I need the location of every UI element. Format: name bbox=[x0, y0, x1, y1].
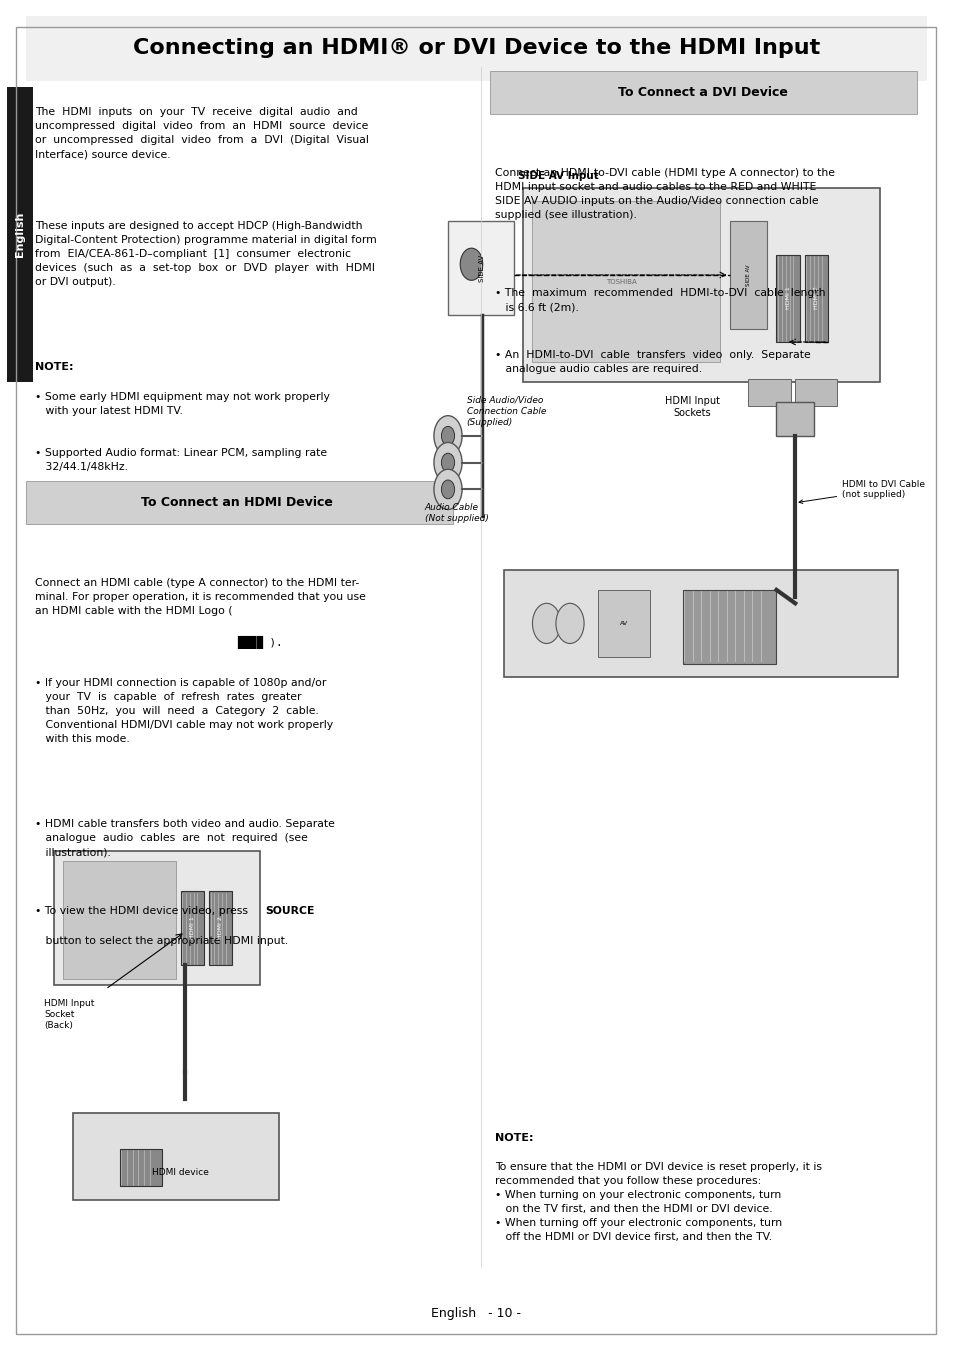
Text: Side Audio/Video
Connection Cable
(Supplied): Side Audio/Video Connection Cable (Suppl… bbox=[466, 395, 545, 427]
FancyBboxPatch shape bbox=[776, 255, 799, 343]
Text: To Connect a DVI Device: To Connect a DVI Device bbox=[618, 87, 787, 99]
Text: HDMI 2: HDMI 2 bbox=[218, 917, 223, 940]
Text: NOTE:: NOTE: bbox=[35, 362, 73, 372]
Circle shape bbox=[434, 470, 461, 509]
FancyBboxPatch shape bbox=[180, 891, 204, 965]
Text: To Connect an HDMI Device: To Connect an HDMI Device bbox=[141, 497, 333, 509]
FancyBboxPatch shape bbox=[7, 88, 33, 382]
Text: English: English bbox=[15, 213, 25, 257]
Text: The  HDMI  inputs  on  your  TV  receive  digital  audio  and
uncompressed  digi: The HDMI inputs on your TV receive digit… bbox=[35, 107, 369, 160]
Text: Connecting an HDMI® or DVI Device to the HDMI Input: Connecting an HDMI® or DVI Device to the… bbox=[132, 38, 819, 58]
FancyBboxPatch shape bbox=[803, 255, 827, 343]
Text: ████ ).: ████ ). bbox=[236, 635, 282, 649]
FancyBboxPatch shape bbox=[532, 202, 720, 362]
Text: HDMI to DVI Cable
(not supplied): HDMI to DVI Cable (not supplied) bbox=[799, 479, 924, 504]
FancyBboxPatch shape bbox=[26, 16, 925, 81]
FancyBboxPatch shape bbox=[776, 402, 813, 436]
FancyBboxPatch shape bbox=[448, 221, 513, 315]
Text: Audio Cable
(Not supplied): Audio Cable (Not supplied) bbox=[424, 502, 488, 523]
FancyBboxPatch shape bbox=[598, 590, 649, 657]
Circle shape bbox=[434, 416, 461, 456]
Text: Connect an HDMI-to-DVI cable (HDMI type A connector) to the
HDMI input socket an: Connect an HDMI-to-DVI cable (HDMI type … bbox=[495, 168, 834, 219]
Text: • The  maximum  recommended  HDMI-to-DVI  cable  length
   is 6.6 ft (2m).: • The maximum recommended HDMI-to-DVI ca… bbox=[495, 288, 824, 313]
Text: HDMI Input
Socket
(Back): HDMI Input Socket (Back) bbox=[45, 999, 94, 1030]
Circle shape bbox=[434, 443, 461, 482]
Text: SIDE AV: SIDE AV bbox=[745, 264, 750, 286]
FancyBboxPatch shape bbox=[209, 891, 232, 965]
Text: HDMI 1: HDMI 1 bbox=[190, 917, 194, 938]
Circle shape bbox=[532, 604, 560, 643]
Text: • Supported Audio format: Linear PCM, sampling rate
   32/44.1/48kHz.: • Supported Audio format: Linear PCM, sa… bbox=[35, 448, 327, 471]
Circle shape bbox=[556, 604, 583, 643]
Text: HDMI 1: HDMI 1 bbox=[785, 287, 790, 309]
Text: SIDE AV Input: SIDE AV Input bbox=[517, 171, 598, 181]
Text: These inputs are designed to accept HDCP (High-Bandwidth
Digital-Content Protect: These inputs are designed to accept HDCP… bbox=[35, 221, 376, 287]
Text: AV: AV bbox=[619, 621, 628, 626]
FancyBboxPatch shape bbox=[490, 72, 916, 114]
Text: Connect an HDMI cable (type A connector) to the HDMI ter-
minal. For proper oper: Connect an HDMI cable (type A connector)… bbox=[35, 578, 366, 616]
FancyBboxPatch shape bbox=[53, 852, 260, 986]
FancyBboxPatch shape bbox=[729, 221, 766, 329]
FancyBboxPatch shape bbox=[795, 379, 837, 406]
Circle shape bbox=[441, 454, 454, 473]
Text: • HDMI cable transfers both video and audio. Separate
   analogue  audio  cables: • HDMI cable transfers both video and au… bbox=[35, 819, 335, 857]
Circle shape bbox=[459, 248, 482, 280]
FancyBboxPatch shape bbox=[26, 481, 453, 524]
Text: NOTE:: NOTE: bbox=[495, 1133, 533, 1143]
Text: To ensure that the HDMI or DVI device is reset properly, it is
recommended that : To ensure that the HDMI or DVI device is… bbox=[495, 1162, 821, 1242]
Circle shape bbox=[441, 481, 454, 498]
FancyBboxPatch shape bbox=[747, 379, 790, 406]
Text: button to select the appropriate HDMI input.: button to select the appropriate HDMI in… bbox=[35, 936, 288, 945]
FancyBboxPatch shape bbox=[522, 188, 879, 382]
Circle shape bbox=[441, 427, 454, 445]
Text: • An  HDMI-to-DVI  cable  transfers  video  only.  Separate
   analogue audio ca: • An HDMI-to-DVI cable transfers video o… bbox=[495, 351, 810, 374]
FancyBboxPatch shape bbox=[682, 590, 776, 663]
Text: SIDE AV: SIDE AV bbox=[478, 255, 484, 282]
Text: HDMI device: HDMI device bbox=[152, 1169, 209, 1178]
FancyBboxPatch shape bbox=[504, 570, 898, 677]
Text: TOSHIBA: TOSHIBA bbox=[605, 279, 637, 284]
Text: English   - 10 -: English - 10 - bbox=[431, 1307, 520, 1320]
Text: • If your HDMI connection is capable of 1080p and/or
   your  TV  is  capable  o: • If your HDMI connection is capable of … bbox=[35, 678, 333, 745]
Text: • To view the HDMI device video, press: • To view the HDMI device video, press bbox=[35, 906, 252, 917]
Text: HDMI 2: HDMI 2 bbox=[814, 286, 819, 309]
FancyBboxPatch shape bbox=[72, 1113, 279, 1200]
Text: HDMI Input
Sockets: HDMI Input Sockets bbox=[664, 395, 719, 418]
FancyBboxPatch shape bbox=[63, 861, 175, 979]
FancyBboxPatch shape bbox=[119, 1148, 162, 1186]
Text: SOURCE: SOURCE bbox=[265, 906, 314, 917]
Text: • Some early HDMI equipment may not work properly
   with your latest HDMI TV.: • Some early HDMI equipment may not work… bbox=[35, 391, 330, 416]
